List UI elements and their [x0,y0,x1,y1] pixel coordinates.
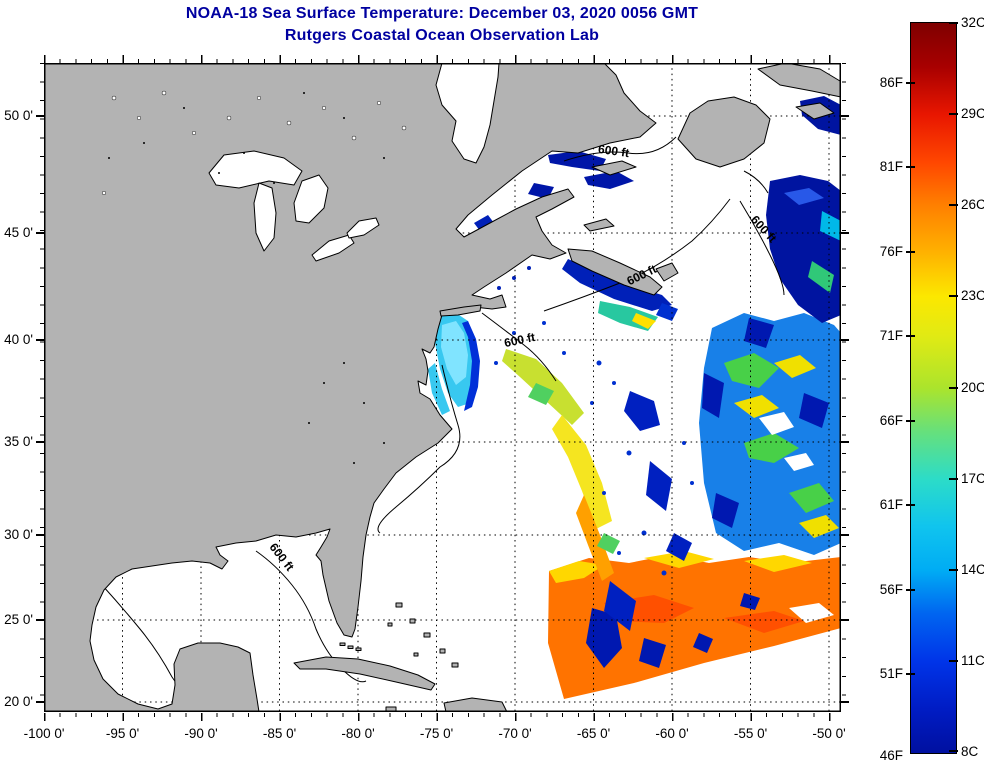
land-layer [43,62,842,713]
y-tick-label: 30 0' [4,527,33,542]
y-axis-major-tick [841,339,849,341]
colorbar-fahrenheit-label: 76F [879,244,903,259]
y-axis-major-tick [841,232,849,234]
colorbar-celsius-label: 14C [961,562,984,577]
x-tick-label: -75 0' [419,726,454,741]
colorbar-tick [949,569,958,571]
x-tick-label: -100 0' [23,726,65,741]
y-tick-label: 45 0' [4,225,33,240]
y-axis-major-tick [36,441,44,443]
colorbar-tick [906,589,915,591]
colorbar-celsius-label: 29C [961,106,984,121]
colorbar-tick [949,22,958,24]
colorbar-tick [949,204,958,206]
colorbar-celsius-label: 17C [961,471,984,486]
y-axis-major-tick [36,701,44,703]
x-tick-label: -90 0' [184,726,218,741]
colorbar-fahrenheit-label: 81F [879,159,903,174]
colorbar-tick [906,673,915,675]
map-title: NOAA-18 Sea Surface Temperature: Decembe… [185,5,699,22]
y-axis-minor-ticks-right [842,63,846,713]
colorbar-tick [906,82,915,84]
x-tick-label: -50 0' [812,726,846,741]
colorbar-celsius-label: 26C [961,197,984,212]
x-tick-label: -85 0' [262,726,297,741]
bathymetry-contours [101,136,785,702]
y-tick-label: 50 0' [4,108,33,123]
colorbar-tick [949,387,958,389]
sst-data-layer [428,96,841,699]
colorbar-tick [949,660,958,662]
colorbar-tick [949,750,958,752]
map-plot-area [43,62,842,713]
y-axis-major-tick [36,339,44,341]
colorbar-celsius-label: 20C [961,380,984,395]
colorbar-fahrenheit-label: 86F [879,75,903,90]
colorbar-fahrenheit-label: 71F [879,328,903,343]
y-axis-major-tick [36,115,44,117]
colorbar-tick [906,420,915,422]
y-axis-major-tick [841,619,849,621]
x-tick-label: -65 0' [576,726,611,741]
sst-map-svg [43,62,842,713]
y-axis-major-tick [841,701,849,703]
colorbar-fahrenheit-label: 56F [879,582,903,597]
x-tick-label: -80 0' [341,726,375,741]
x-tick-label: -95 0' [105,726,140,741]
colorbar-fahrenheit-label: 46F [879,748,903,763]
y-axis-major-tick [36,619,44,621]
y-tick-label: 35 0' [4,434,33,449]
x-tick-label: -55 0' [733,726,768,741]
colorbar-tick [906,504,915,506]
y-axis-major-tick [36,534,44,536]
colorbar-tick [906,251,915,253]
x-axis-major-ticks-top [44,55,831,63]
y-axis-major-tick [841,534,849,536]
plot-border [44,63,841,712]
x-tick-label: -60 0' [655,726,689,741]
colorbar-celsius-label: 11C [961,653,984,668]
y-tick-label: 25 0' [4,612,33,627]
colorbar-tick [949,478,958,480]
y-tick-label: 20 0' [4,694,33,709]
x-axis-major-ticks-bottom [44,713,831,721]
colorbar-celsius-label: 8C [961,744,979,759]
y-tick-label: 40 0' [4,332,33,347]
colorbar-fahrenheit-label: 51F [879,666,903,681]
y-axis-minor-ticks-left [40,63,44,713]
x-tick-label: -70 0' [498,726,532,741]
colorbar-tick [906,335,915,337]
map-subtitle: Rutgers Coastal Ocean Observation Lab [284,27,600,44]
colorbar-celsius-label: 32C [961,15,984,30]
colorbar-tick [949,295,958,297]
colorbar-fahrenheit-label: 61F [879,497,903,512]
y-axis-major-tick [841,115,849,117]
colorbar-fahrenheit-label: 66F [879,413,903,428]
colorbar-tick [949,113,958,115]
y-axis-major-tick [36,232,44,234]
colorbar-tick [906,166,915,168]
colorbar-celsius-label: 23C [961,288,984,303]
y-axis-major-tick [841,441,849,443]
